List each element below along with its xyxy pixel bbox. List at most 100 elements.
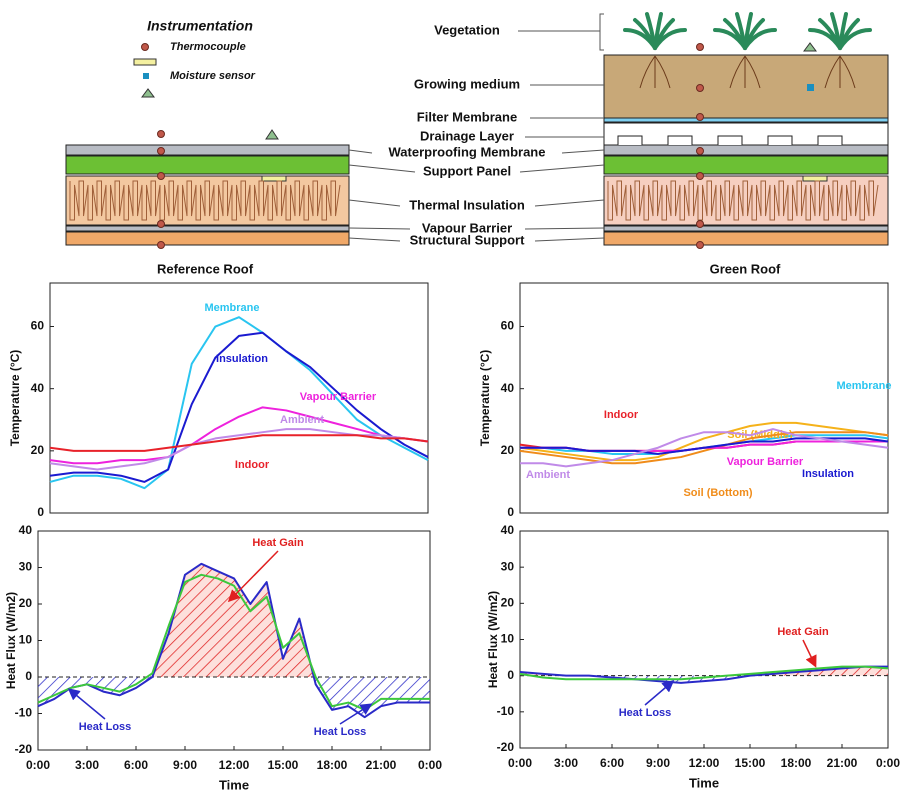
series-line	[49, 331, 429, 483]
layer	[603, 54, 889, 119]
roof-diagram: Instrumentation Thermocouple Moisture se…	[65, 12, 889, 249]
layer	[603, 231, 889, 246]
annotation-arrow	[339, 703, 373, 725]
layer	[65, 231, 350, 246]
sensor	[807, 84, 814, 91]
root	[639, 55, 656, 89]
drainage-cell	[717, 135, 743, 145]
moisture-icon-small	[143, 73, 149, 79]
x-tick-label: 0:00	[26, 758, 50, 772]
series-line	[520, 428, 889, 468]
leaf	[838, 28, 872, 50]
thermocouple	[157, 220, 165, 228]
series-line	[49, 406, 429, 465]
drainage-cell	[667, 135, 693, 145]
y-tick-label: -10	[497, 704, 515, 718]
y-tick-label: 40	[19, 523, 33, 537]
drainage-cell	[817, 135, 843, 145]
sensor	[803, 42, 817, 52]
thermocouple	[696, 113, 704, 121]
y-axis-label: Temperature (°C)	[8, 350, 22, 447]
legend-title: Instrumentation	[147, 18, 253, 34]
y-tick-label: 0	[37, 505, 44, 519]
layer	[603, 117, 889, 123]
leaf	[743, 28, 777, 50]
chart-title: Green Roof	[710, 261, 781, 276]
charts: Reference Roof 0 20 40 60 Temperature (°C) Mem…	[4, 261, 900, 792]
x-tick-label: 18:00	[317, 758, 348, 772]
layer-label: Structural Support	[410, 232, 526, 247]
series-label: Membrane	[836, 380, 891, 392]
legend-item: Moisture sensor	[170, 70, 256, 82]
x-tick-label: 3:00	[554, 756, 578, 770]
series-label: Vapour Barrier	[727, 456, 804, 468]
leaf	[653, 28, 687, 50]
root	[654, 55, 671, 89]
root	[744, 55, 761, 89]
y-tick-label: -20	[497, 740, 515, 754]
series-line	[519, 431, 889, 465]
moisture-icon	[133, 58, 157, 66]
thermocouple	[157, 130, 165, 138]
leader-lines	[348, 30, 605, 242]
annotation: Heat Gain	[777, 626, 829, 638]
layer	[603, 155, 889, 175]
x-tick-label: 3:00	[75, 758, 99, 772]
sensor	[265, 129, 279, 140]
y-tick-label: 30	[19, 560, 33, 574]
y-tick-label: 60	[501, 319, 515, 333]
x-tick-label: 18:00	[781, 756, 812, 770]
layer	[603, 225, 889, 232]
chart: -20 -10 0 10 20 30 40 0:00 3:00 6:00 9:00 12:00 15:0…	[486, 523, 900, 790]
layer	[65, 144, 350, 156]
layer-label: Waterproofing Membrane	[389, 144, 546, 159]
heat-gain-area	[520, 666, 888, 676]
x-tick-label: 12:00	[219, 758, 250, 772]
y-tick-label: 10	[19, 633, 33, 647]
layer	[65, 225, 350, 232]
layer	[603, 144, 889, 156]
x-tick-label: 9:00	[173, 758, 197, 772]
y-tick-label: 0	[507, 668, 514, 682]
series-label: Soil (Middle)	[727, 429, 793, 441]
annotation-arrow	[644, 680, 675, 706]
y-tick-label: 0	[507, 505, 514, 519]
annotation-arrow	[227, 550, 279, 603]
series-label: Ambient	[280, 414, 324, 426]
series-label: Membrane	[204, 302, 259, 314]
root	[729, 55, 746, 89]
y-tick-label: 20	[501, 596, 515, 610]
series-line	[49, 428, 429, 471]
y-tick-label: 30	[501, 559, 515, 573]
y-tick-label: 60	[31, 319, 45, 333]
thermocouple	[696, 147, 704, 155]
series-line	[519, 665, 889, 681]
annotation-arrow	[802, 639, 817, 668]
layer-label: Thermal Insulation	[409, 197, 525, 212]
layer-label: Vegetation	[434, 22, 500, 37]
chart: -20 -10 0 10 20 30 40 0:00 3:00 6:00 9:00 12:00 15:0…	[4, 523, 442, 792]
annotation-arrow	[67, 688, 106, 720]
x-tick-label: 0:00	[508, 756, 532, 770]
thermocouple	[696, 220, 704, 228]
thermocouple	[696, 172, 704, 180]
layer	[65, 175, 350, 226]
layer-label: Support Panel	[423, 163, 511, 178]
thermocouple	[696, 241, 704, 249]
root	[839, 55, 856, 89]
bracket	[599, 13, 604, 51]
x-tick-label: 0:00	[418, 758, 442, 772]
y-tick-label: 10	[501, 632, 515, 646]
layer-label: Vapour Barrier	[422, 220, 512, 235]
y-tick-label: 0	[25, 669, 32, 683]
x-tick-label: 21:00	[827, 756, 858, 770]
y-tick-label: 20	[19, 596, 33, 610]
chart: Reference Roof 0 20 40 60 Temperature (°C) Mem…	[8, 261, 429, 519]
triangle-icon	[141, 88, 155, 98]
series-label: Insulation	[802, 468, 854, 480]
insulation-pattern	[69, 180, 341, 221]
plot-frame	[49, 282, 429, 514]
insulation-pattern	[607, 180, 879, 221]
thermocouple	[157, 172, 165, 180]
x-tick-label: 6:00	[600, 756, 624, 770]
